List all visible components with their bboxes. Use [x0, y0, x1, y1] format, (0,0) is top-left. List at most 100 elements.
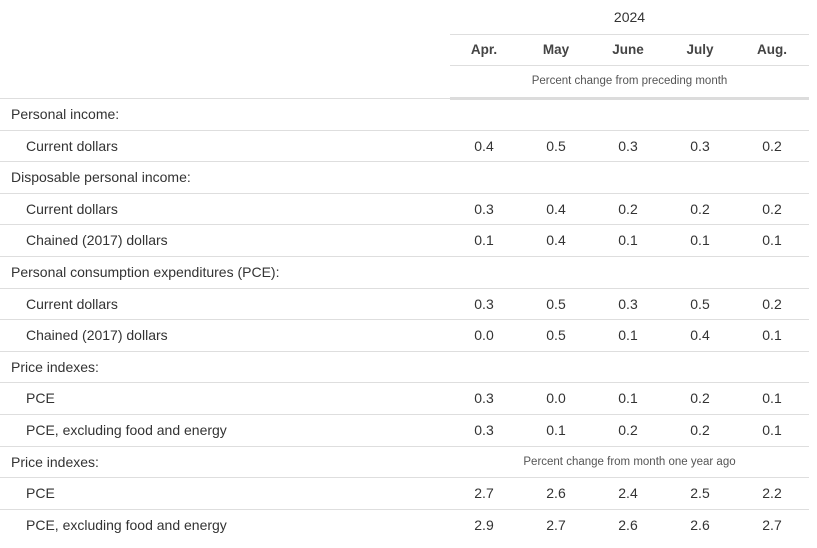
table-row: PCE 0.3 0.0 0.1 0.2 0.1 [0, 383, 809, 414]
table-row: Current dollars 0.3 0.5 0.3 0.5 0.2 [0, 289, 809, 320]
value-cell: 0.1 [762, 422, 782, 438]
row-divider [0, 351, 809, 352]
value-cell: 2.6 [690, 517, 710, 533]
year-rule [450, 34, 809, 35]
row-label: PCE [26, 390, 55, 406]
value-cell: 0.3 [618, 296, 638, 312]
value-cell: 0.2 [690, 422, 710, 438]
category-row: Price indexes: Percent change from month … [0, 447, 809, 478]
value-cell: 2.7 [546, 517, 566, 533]
category-label: Disposable personal income: [11, 169, 191, 185]
category-row: Disposable personal income: [0, 162, 809, 193]
row-label: PCE, excluding food and energy [26, 517, 227, 533]
row-divider [0, 224, 809, 225]
table-row: Chained (2017) dollars 0.1 0.4 0.1 0.1 0.1 [0, 225, 809, 256]
value-cell: 0.5 [546, 138, 566, 154]
value-cell: 0.0 [474, 327, 494, 343]
value-cell: 2.7 [762, 517, 782, 533]
value-cell: 0.1 [762, 327, 782, 343]
year-header: 2024 [613, 9, 646, 25]
value-cell: 2.5 [690, 485, 710, 501]
month-header: July [686, 42, 714, 57]
value-cell: 0.1 [618, 327, 638, 343]
value-cell: 0.1 [762, 232, 782, 248]
value-cell: 0.4 [474, 138, 494, 154]
header-bottom-rule [450, 97, 809, 100]
row-divider [0, 446, 809, 447]
value-cell: 0.2 [690, 201, 710, 217]
category-label: Price indexes: [11, 454, 99, 470]
month-header-row: Apr. May June July Aug. [450, 42, 809, 62]
row-divider [0, 161, 809, 162]
value-cell: 0.1 [762, 390, 782, 406]
table-row: PCE 2.7 2.6 2.4 2.5 2.2 [0, 478, 809, 509]
value-cell: 0.4 [546, 232, 566, 248]
category-label: Personal income: [11, 106, 120, 122]
row-label: Chained (2017) dollars [26, 232, 168, 248]
value-cell: 0.3 [474, 422, 494, 438]
subheader: Percent change from preceding month [531, 75, 728, 87]
row-label: Current dollars [26, 296, 118, 312]
value-cell: 0.2 [618, 201, 638, 217]
value-cell: 2.6 [546, 485, 566, 501]
table-row: Current dollars 0.4 0.5 0.3 0.3 0.2 [0, 131, 809, 162]
table-row: PCE, excluding food and energy 0.3 0.1 0.2 0… [0, 415, 809, 446]
month-header: June [612, 42, 644, 57]
category-label: Price indexes: [11, 359, 99, 375]
section-note: Percent change from month one year ago [523, 456, 736, 468]
value-cell: 0.1 [618, 390, 638, 406]
value-cell: 0.3 [690, 138, 710, 154]
value-cell: 0.1 [618, 232, 638, 248]
row-divider [0, 193, 809, 194]
category-label: Personal consumption expenditures (PCE): [11, 264, 280, 280]
table-row: Current dollars 0.3 0.4 0.2 0.2 0.2 [0, 194, 809, 225]
category-row: Personal income: [0, 99, 809, 130]
row-label: Current dollars [26, 201, 118, 217]
value-cell: 0.5 [546, 296, 566, 312]
value-cell: 0.5 [690, 296, 710, 312]
value-cell: 0.5 [546, 327, 566, 343]
row-divider [0, 414, 809, 415]
value-cell: 2.9 [474, 517, 494, 533]
row-divider [0, 256, 809, 257]
value-cell: 0.1 [546, 422, 566, 438]
value-cell: 2.6 [618, 517, 638, 533]
value-cell: 2.2 [762, 485, 782, 501]
value-cell: 0.3 [474, 390, 494, 406]
value-cell: 0.2 [690, 390, 710, 406]
value-cell: 0.2 [762, 296, 782, 312]
value-cell: 0.3 [474, 201, 494, 217]
row-label: PCE [26, 485, 55, 501]
value-cell: 0.3 [618, 138, 638, 154]
value-cell: 0.2 [762, 138, 782, 154]
value-cell: 0.0 [546, 390, 566, 406]
value-cell: 2.7 [474, 485, 494, 501]
row-label: Current dollars [26, 138, 118, 154]
row-divider [0, 382, 809, 383]
row-label: PCE, excluding food and energy [26, 422, 227, 438]
month-header: Apr. [470, 42, 498, 57]
row-divider [0, 509, 809, 510]
category-row: Price indexes: [0, 352, 809, 383]
value-cell: 0.1 [690, 232, 710, 248]
row-divider [0, 130, 809, 131]
value-cell: 2.4 [618, 485, 638, 501]
row-label: Chained (2017) dollars [26, 327, 168, 343]
value-cell: 0.2 [618, 422, 638, 438]
value-cell: 0.4 [546, 201, 566, 217]
value-cell: 0.1 [474, 232, 494, 248]
category-row: Personal consumption expenditures (PCE): [0, 257, 809, 288]
row-divider [0, 319, 809, 320]
row-divider [0, 288, 809, 289]
value-cell: 0.4 [690, 327, 710, 343]
header-left-rule [0, 98, 450, 99]
table-row: Chained (2017) dollars 0.0 0.5 0.1 0.4 0.1 [0, 320, 809, 351]
table-row: PCE, excluding food and energy 2.9 2.7 2.6 2… [0, 510, 809, 541]
month-header: Aug. [757, 42, 787, 57]
value-cell: 0.3 [474, 296, 494, 312]
month-rule [450, 65, 809, 66]
row-divider [0, 477, 809, 478]
month-header: May [542, 42, 570, 57]
value-cell: 0.2 [762, 201, 782, 217]
